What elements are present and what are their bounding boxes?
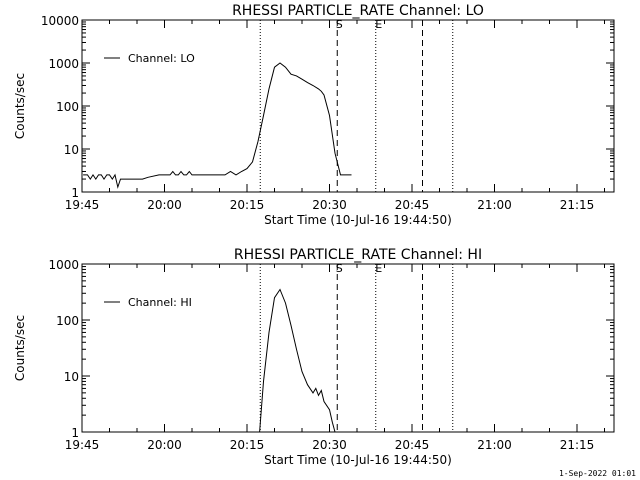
panel-1-x-axis-label: Start Time (10-Jul-16 19:44:50) — [264, 213, 452, 227]
panel-2-x-tick-label: 19:45 — [65, 438, 100, 452]
panel-2-plot-frame — [81, 263, 615, 433]
panel-2-y-axis-label: Counts/sec — [13, 315, 27, 381]
panel-2-y-tick-label: 1 — [71, 426, 79, 440]
panel-1-series-line — [83, 62, 352, 189]
panel-2-y-tick-label: 1000 — [48, 258, 79, 272]
panel-2-x-axis-label: Start Time (10-Jul-16 19:44:50) — [264, 453, 452, 467]
panel-1-x-tick-label: 21:00 — [477, 198, 512, 212]
panel-2-chart-title: RHESSI PARTICLE_RATE Channel: HI — [234, 247, 482, 263]
panel-2-x-tick-label: 20:15 — [230, 438, 265, 452]
panel-2-x-tick-label: 20:00 — [147, 438, 182, 452]
panel-1-chart-title: RHESSI PARTICLE_RATE Channel: LO — [232, 3, 484, 19]
panel-1-legend-label: Channel: LO — [128, 52, 195, 65]
panel-2-legend-label: Channel: HI — [128, 296, 192, 309]
panel-1-y-axis-label: Counts/sec — [13, 73, 27, 139]
panel-1-x-tick-label: 20:45 — [395, 198, 430, 212]
panel-2-y-tick-label: 100 — [56, 314, 79, 328]
panel-1-y-tick-label: 100 — [56, 100, 79, 114]
panel-1-y-tick-label: 10 — [64, 143, 79, 157]
panel-1-y-tick-label: 1 — [71, 186, 79, 200]
panel-1-plot-frame — [81, 19, 615, 193]
footer-timestamp: 1-Sep-2022 01:01 — [558, 469, 636, 478]
panel-1-x-tick-label: 19:45 — [65, 198, 100, 212]
panel-2-x-tick-label: 21:00 — [477, 438, 512, 452]
panel-2-series-line — [259, 288, 336, 433]
panel-1-x-tick-label: 20:00 — [147, 198, 182, 212]
panel-2-y-tick-label: 10 — [64, 370, 79, 384]
panel-1-y-tick-label: 1000 — [48, 57, 79, 71]
panel-2-x-tick-label: 20:30 — [312, 438, 347, 452]
panel-2-event-marker-label: E — [375, 262, 382, 275]
panel-1-event-marker-label: E — [375, 18, 382, 31]
panel-2-event-marker-label: S — [336, 262, 343, 275]
panel-1-x-tick-label: 20:15 — [230, 198, 265, 212]
panel-1-x-tick-label: 20:30 — [312, 198, 347, 212]
panel-2-x-tick-label: 20:45 — [395, 438, 430, 452]
panel-1-x-tick-label: 21:15 — [560, 198, 595, 212]
panel-1-y-tick-label: 10000 — [41, 14, 79, 28]
panel-1-event-marker-label: S — [336, 18, 343, 31]
panel-2-x-tick-label: 21:15 — [560, 438, 595, 452]
